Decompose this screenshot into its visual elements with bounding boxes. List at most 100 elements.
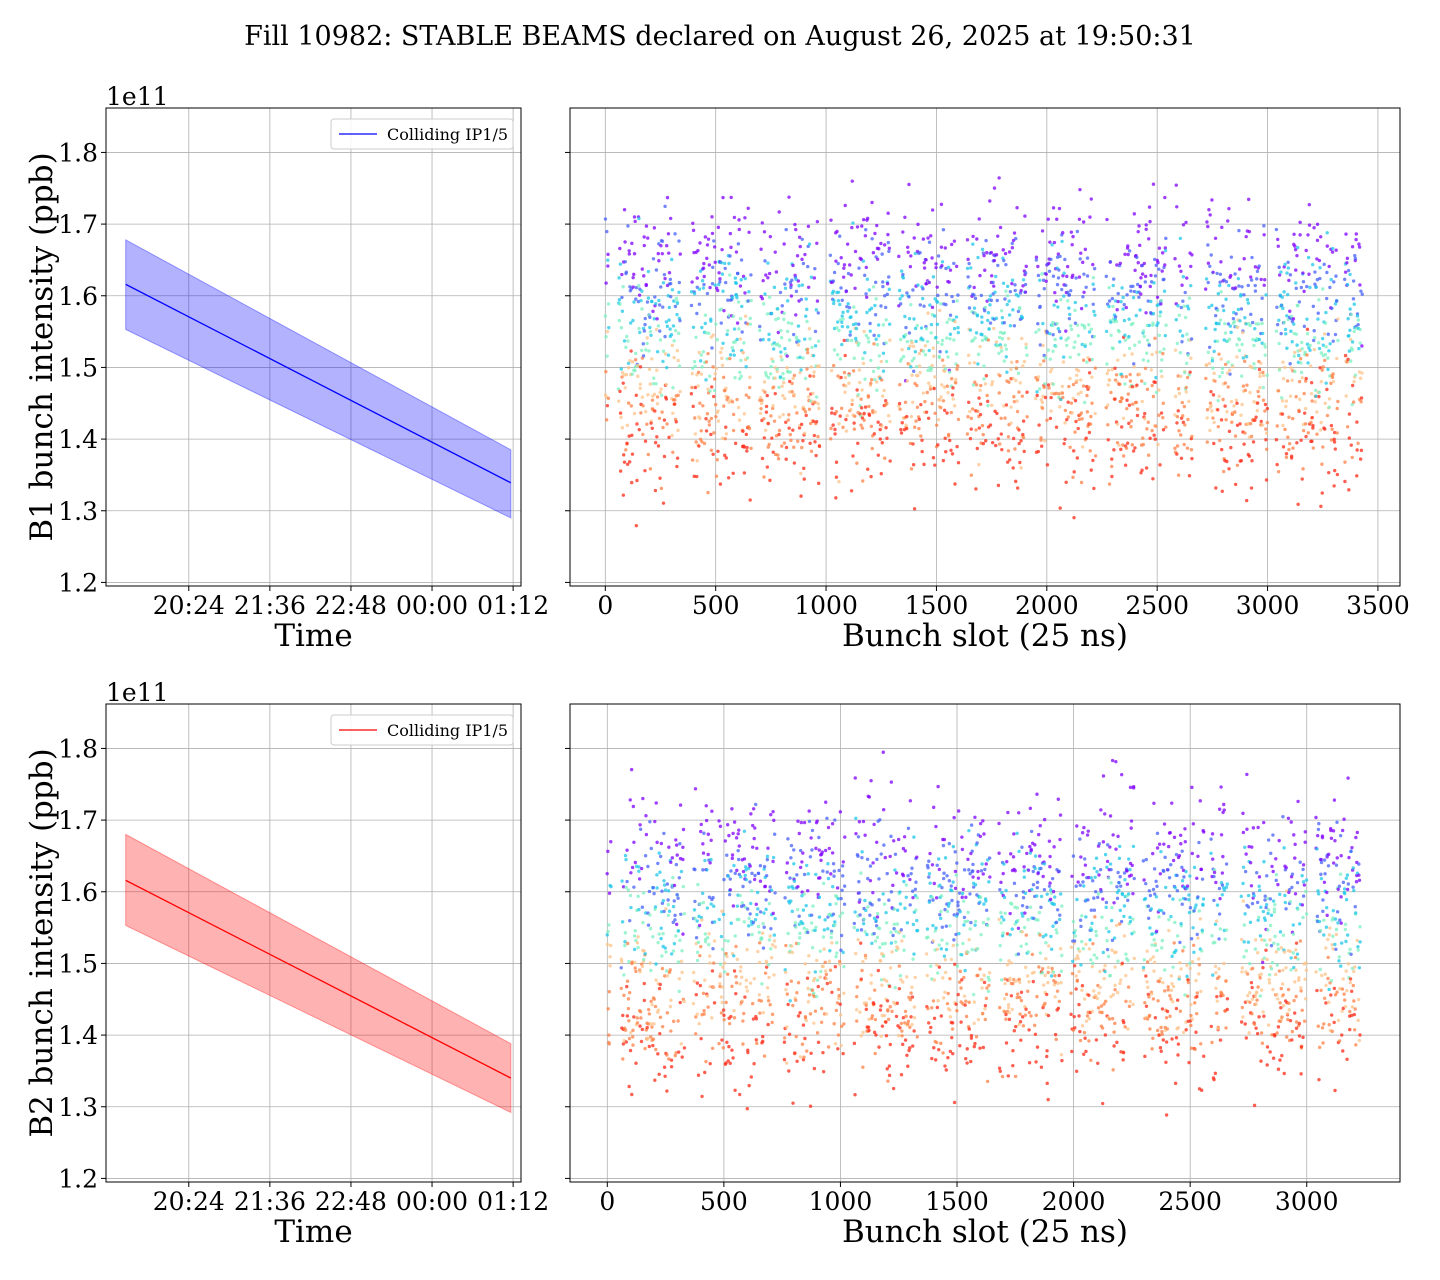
bunch-point <box>938 398 942 402</box>
bunch-point <box>702 1012 706 1016</box>
bunch-point <box>878 437 882 441</box>
bunch-point <box>1013 447 1017 451</box>
bunch-point <box>647 889 652 894</box>
bunch-point <box>871 285 876 289</box>
bunch-point <box>1025 415 1029 419</box>
bunch-point <box>708 961 712 965</box>
bunch-point <box>799 297 804 302</box>
bunch-point <box>1283 427 1287 432</box>
bunch-point <box>990 440 995 445</box>
bunch-point <box>803 1015 808 1019</box>
bunch-point <box>620 272 624 277</box>
bunch-point <box>908 1046 912 1050</box>
bunch-point <box>619 415 623 420</box>
bunch-point <box>1235 401 1239 405</box>
bunch-point <box>1033 1032 1038 1036</box>
bunch-point <box>934 926 938 930</box>
bunch-point <box>822 947 826 951</box>
bunch-point <box>1292 322 1296 326</box>
bunch-point <box>956 461 961 465</box>
bunch-point <box>1039 894 1044 899</box>
bunch-point <box>1156 321 1160 325</box>
bunch-point <box>766 445 770 449</box>
bunch-point <box>945 384 949 388</box>
bunch-point <box>668 327 672 331</box>
bunch-point <box>978 1046 982 1050</box>
bunch-point <box>620 309 625 313</box>
bunch-point <box>674 296 679 301</box>
bunch-point <box>1097 842 1102 846</box>
bunch-point <box>921 349 926 353</box>
bunch-point <box>676 896 680 900</box>
bunch-point <box>800 860 804 864</box>
bunch-point <box>1039 905 1043 909</box>
bunch-point <box>795 873 799 877</box>
bunch-point <box>659 393 664 398</box>
bunch-point <box>924 410 929 414</box>
bunch-point <box>764 898 768 902</box>
bunch-point <box>704 378 708 382</box>
bunch-point <box>1047 386 1051 390</box>
bunch-point <box>700 279 705 283</box>
bunch-point <box>819 858 823 863</box>
bunch-point <box>1288 394 1293 398</box>
bunch-point <box>714 474 719 478</box>
bunch-point <box>1176 473 1181 477</box>
bunch-point <box>1153 274 1158 278</box>
bunch-point <box>1041 278 1046 282</box>
bunch-point <box>1147 237 1151 241</box>
bunch-point <box>1184 361 1189 366</box>
bunch-point <box>800 237 804 241</box>
bunch-point <box>998 373 1002 378</box>
bunch-point <box>608 955 612 959</box>
bunch-point <box>1047 839 1052 843</box>
bunch-point <box>833 427 837 432</box>
bunch-point <box>1004 1041 1009 1045</box>
bunch-point <box>1002 258 1006 263</box>
bunch-point <box>1082 272 1086 276</box>
bunch-point <box>832 348 837 352</box>
bunch-point <box>861 819 866 824</box>
bunch-point <box>742 1011 746 1016</box>
bunch-point <box>752 1062 756 1066</box>
bunch-point <box>831 279 836 283</box>
bunch-point <box>722 261 727 266</box>
bunch-point <box>846 309 850 313</box>
bunch-point <box>1084 942 1088 946</box>
bunch-point <box>1343 479 1347 484</box>
bunch-point <box>741 884 745 889</box>
bunch-point <box>714 322 718 326</box>
bunch-point <box>1104 405 1108 410</box>
bunch-point <box>807 407 812 411</box>
bunch-point <box>718 972 723 976</box>
bunch-point <box>837 993 841 998</box>
bunch-point <box>658 303 662 307</box>
bunch-point <box>620 295 624 300</box>
bunch-point <box>1155 295 1160 299</box>
bunch-point <box>809 449 814 453</box>
bunch-point <box>930 1056 934 1061</box>
bunch-point <box>745 445 749 450</box>
bunch-point <box>766 261 770 265</box>
bunch-point <box>982 309 987 313</box>
bunch-point <box>758 910 763 914</box>
bunch-point <box>701 286 706 290</box>
bunch-point <box>828 980 833 985</box>
bunch-point <box>1089 327 1094 331</box>
bunch-point <box>997 917 1001 922</box>
bunch-point <box>625 1014 630 1018</box>
bunch-point <box>668 216 673 221</box>
bunch-point <box>1059 336 1063 340</box>
bunch-point <box>1027 1061 1032 1065</box>
bunch-point <box>1004 1017 1008 1021</box>
bunch-point <box>915 896 919 900</box>
bunch-point <box>873 939 878 943</box>
bunch-point <box>1289 329 1293 333</box>
bunch-point <box>690 371 694 376</box>
x-tick-label: 21:36 <box>234 591 306 620</box>
bunch-point <box>1359 448 1364 453</box>
bunch-point <box>659 285 663 289</box>
bunch-point <box>1159 298 1163 303</box>
bunch-point <box>880 424 884 428</box>
bunch-point <box>884 1034 889 1038</box>
